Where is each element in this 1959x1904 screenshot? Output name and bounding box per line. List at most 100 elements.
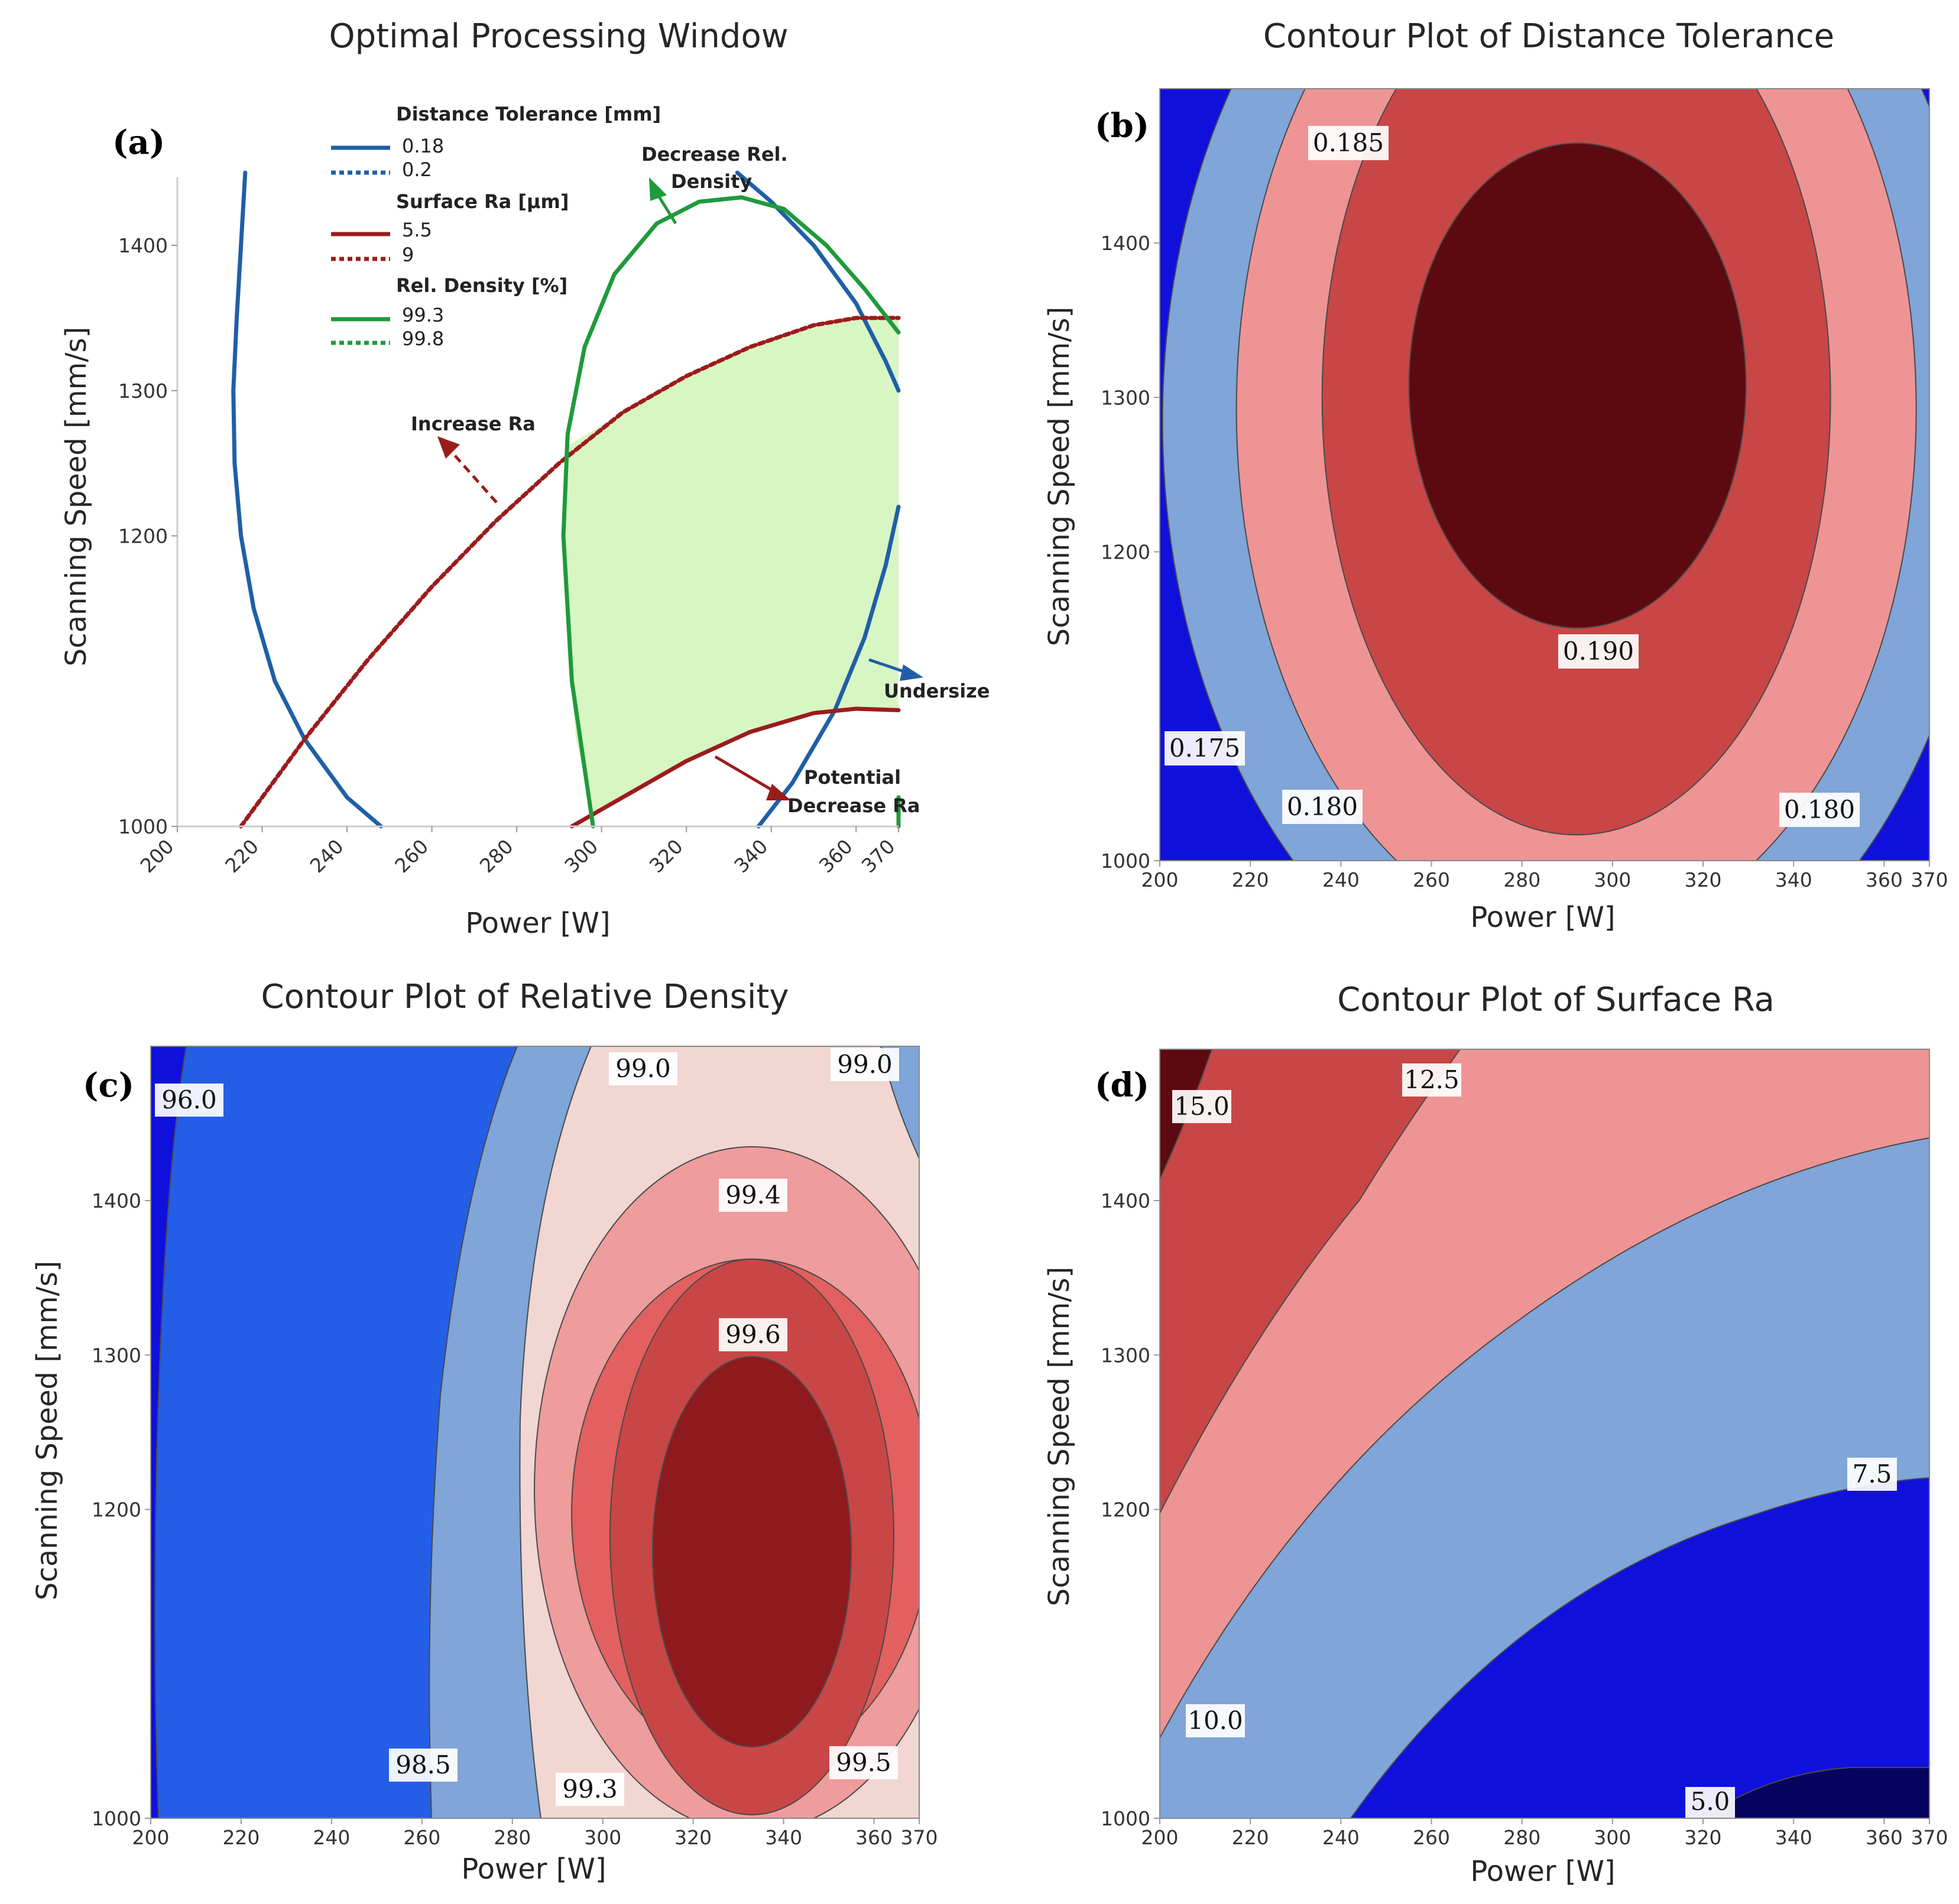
- arrow-increase-ra: [448, 448, 498, 504]
- panel-d-contour-labels: 15.0 12.5 10.0 7.5 5.0: [1172, 1063, 1897, 1818]
- x-tick-label: 200: [1141, 1826, 1179, 1849]
- clabel-box: [556, 1773, 624, 1806]
- clabel-box: [1186, 1704, 1245, 1737]
- annot-undersize: Undersize: [884, 680, 990, 702]
- y-tick-label: 1200: [1101, 541, 1150, 564]
- x-tick-label: 320: [1685, 1826, 1722, 1849]
- contour-label: 0.175: [1169, 734, 1240, 763]
- legend-header-density: Rel. Density [%]: [396, 274, 567, 297]
- panel-d-letter: (d): [1095, 1066, 1149, 1105]
- clabel-box: [831, 1048, 899, 1081]
- panel-d: Contour Plot of Surface Ra (d) 15.0 12.5…: [1043, 981, 1948, 1888]
- clabel-box: [1558, 634, 1639, 669]
- x-tick-label: 200: [1141, 868, 1179, 891]
- arrowhead-decrease-density: [649, 177, 667, 201]
- contour-label: 15.0: [1174, 1092, 1230, 1121]
- optimal-window-region: [563, 317, 899, 815]
- contour-label: 99.0: [837, 1050, 893, 1079]
- clabel-box: [1308, 126, 1389, 160]
- panel-b-contour-labels: 0.185 0.190 0.175 0.180 0.180: [1165, 126, 1860, 827]
- clabel-box: [1165, 731, 1245, 766]
- panel-d-xlabel: Power [W]: [1470, 1855, 1615, 1888]
- panel-a-legend: Distance Tolerance [mm] 0.18 0.2 Surface…: [331, 103, 661, 350]
- annot-decrease-density-2: Density: [671, 170, 752, 193]
- legend-header-ra: Surface Ra [μm]: [396, 190, 569, 213]
- arrow-undersize: [868, 658, 908, 674]
- panel-b-title: Contour Plot of Distance Tolerance: [1263, 17, 1834, 56]
- contour-label: 10.0: [1188, 1706, 1243, 1735]
- x-tick-label: 280: [1503, 868, 1540, 891]
- x-tick-label: 320: [674, 1826, 712, 1849]
- clabel-box: [155, 1084, 223, 1117]
- x-tick-label: 360: [1866, 1826, 1903, 1849]
- panel-c-contour-labels: 96.0 99.0 99.0 99.4 99.6 98.5 99.3 99.5: [155, 1048, 899, 1806]
- series-line-1: [735, 170, 901, 393]
- clabel-box: [719, 1179, 787, 1212]
- annot-increase-ra: Increase Ra: [411, 413, 536, 435]
- x-tick-label: 340: [729, 835, 772, 877]
- x-tick-label: 260: [1413, 868, 1450, 891]
- y-tick-label: 1400: [1101, 232, 1150, 255]
- arrow-decrease-ra: [714, 755, 777, 794]
- clabel-box: [1402, 1063, 1461, 1097]
- x-tick-label: 300: [1594, 1826, 1631, 1849]
- panel-a-letter: (a): [112, 123, 165, 162]
- contour-label: 0.180: [1784, 795, 1855, 824]
- x-tick-label: 200: [132, 1826, 170, 1849]
- x-tick-label: 300: [584, 1826, 621, 1849]
- clabel-box: [1172, 1090, 1231, 1123]
- x-tick-label: 240: [313, 1826, 350, 1849]
- series-line-0: [231, 170, 383, 829]
- y-tick-label: 1400: [92, 1189, 141, 1212]
- legend-label-dt-018: 0.18: [402, 135, 444, 157]
- x-tick-label: 280: [1503, 1826, 1540, 1849]
- x-tick-label: 260: [403, 1826, 440, 1849]
- clabel-box: [719, 1318, 787, 1351]
- y-tick-label: 1400: [118, 234, 168, 257]
- x-tick-label: 360: [1866, 868, 1903, 891]
- arrowhead-increase-ra: [437, 436, 460, 459]
- legend-label-rd-993: 99.3: [402, 304, 444, 326]
- legend-label-dt-02: 0.2: [402, 158, 432, 181]
- clabel-box: [1685, 1787, 1735, 1818]
- x-tick-label: 340: [765, 1826, 802, 1849]
- x-tick-label: 320: [645, 835, 687, 877]
- clabel-box: [1779, 793, 1860, 827]
- y-tick-label: 1000: [1101, 1807, 1150, 1830]
- panel-c-letter: (c): [83, 1066, 134, 1105]
- x-tick-label: 360: [815, 835, 857, 877]
- panel-d-ylabel: Scanning Speed [mm/s]: [1043, 1267, 1076, 1606]
- y-tick-label: 1000: [118, 815, 168, 838]
- arrow-decrease-density: [656, 193, 677, 225]
- x-tick-label: 240: [1322, 1826, 1360, 1849]
- panel-c-title: Contour Plot of Relative Density: [261, 978, 789, 1016]
- arrowhead-undersize: [900, 664, 923, 681]
- contour-label: 0.185: [1313, 128, 1384, 157]
- clabel-box: [389, 1749, 458, 1782]
- series-line-3: [239, 316, 901, 829]
- y-tick-label: 1200: [92, 1498, 141, 1522]
- legend-header-distance: Distance Tolerance [mm]: [396, 103, 661, 125]
- annot-potential: Potential: [804, 766, 901, 789]
- contour-label: 99.4: [725, 1180, 781, 1209]
- x-tick-label: 260: [390, 835, 433, 877]
- panel-d-title: Contour Plot of Surface Ra: [1337, 981, 1775, 1019]
- series-line-5: [561, 195, 901, 829]
- level-region: [652, 1356, 852, 1747]
- x-tick-label: 340: [1775, 868, 1812, 891]
- x-tick-label: 370: [1911, 1826, 1948, 1849]
- contour-label: 12.5: [1404, 1065, 1459, 1094]
- y-tick-label: 1200: [1101, 1498, 1150, 1522]
- x-tick-label: 370: [1911, 868, 1948, 891]
- y-tick-label: 1300: [118, 379, 168, 403]
- x-tick-label: 300: [1594, 868, 1631, 891]
- panel-a-title: Optimal Processing Window: [329, 17, 789, 56]
- x-tick-label: 360: [855, 1826, 893, 1849]
- x-tick-label: 320: [1685, 868, 1722, 891]
- y-tick-label: 1400: [1101, 1189, 1150, 1212]
- annot-decrease-density-1: Decrease Rel.: [641, 143, 788, 166]
- series-line-4: [569, 706, 901, 829]
- level-region: [1408, 142, 1747, 629]
- x-tick-label: 370: [901, 1826, 938, 1849]
